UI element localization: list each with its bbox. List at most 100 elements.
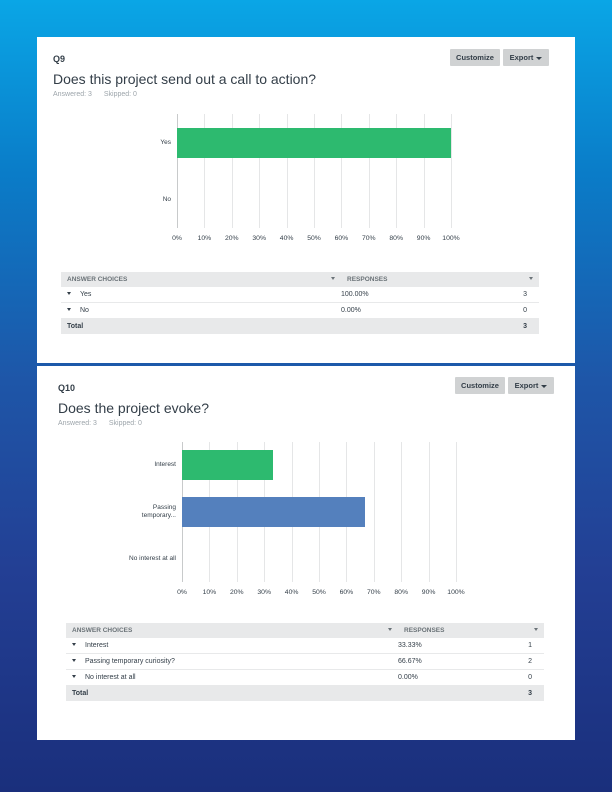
sort-caret-icon bbox=[534, 628, 538, 631]
answered-count: Answered: 3 bbox=[53, 91, 92, 98]
choice-cell[interactable]: No bbox=[61, 303, 341, 319]
sort-caret-icon bbox=[529, 277, 533, 280]
count-cell: 0 bbox=[466, 303, 539, 319]
gridline bbox=[259, 114, 261, 228]
percent-cell: 0.00% bbox=[398, 670, 486, 686]
gridline bbox=[401, 442, 403, 582]
x-tick-label: 0% bbox=[177, 589, 187, 596]
choice-cell[interactable]: Yes bbox=[61, 287, 341, 303]
category-label: Interest bbox=[154, 461, 176, 469]
table-row: Passing temporary curiosity? 66.67% 2 bbox=[66, 654, 544, 670]
gridline bbox=[314, 114, 315, 228]
table-row: Interest 33.33% 1 bbox=[66, 638, 544, 654]
percent-cell: 66.67% bbox=[398, 654, 486, 670]
responses-header[interactable]: RESPONSES bbox=[398, 623, 544, 638]
percent-cell: 0.00% bbox=[341, 303, 467, 319]
question-number: Q9 bbox=[53, 54, 66, 64]
x-tick-label: 80% bbox=[389, 235, 403, 242]
x-tick-label: 20% bbox=[229, 589, 244, 596]
x-tick-label: 0% bbox=[172, 235, 182, 242]
answer-choices-header[interactable]: ANSWER CHOICES bbox=[66, 623, 398, 638]
gridline bbox=[396, 114, 398, 228]
gridline bbox=[204, 114, 206, 228]
answered-count: Answered: 3 bbox=[58, 420, 97, 427]
category-label: No bbox=[162, 195, 171, 203]
gridline bbox=[368, 114, 370, 228]
choice-cell[interactable]: No interest at all bbox=[66, 670, 398, 686]
choice-cell[interactable]: Interest bbox=[66, 638, 398, 654]
percent-cell: 33.33% bbox=[398, 638, 486, 654]
x-tick-label: 10% bbox=[202, 589, 217, 596]
question-title: Does this project send out a call to act… bbox=[53, 71, 317, 87]
total-label: Total bbox=[61, 319, 341, 334]
percent-cell: 100.00% bbox=[341, 287, 467, 303]
count-cell: 0 bbox=[485, 670, 544, 686]
bar[interactable] bbox=[177, 127, 451, 158]
count-cell: 1 bbox=[485, 638, 544, 654]
x-tick-label: 100% bbox=[442, 235, 460, 242]
export-button[interactable]: Export bbox=[508, 377, 554, 394]
gridline bbox=[373, 442, 375, 582]
x-tick-label: 50% bbox=[307, 235, 321, 242]
sort-caret-icon bbox=[388, 628, 392, 631]
x-tick-label: 10% bbox=[197, 235, 212, 242]
gridline bbox=[451, 114, 452, 228]
bar[interactable] bbox=[182, 497, 365, 527]
gridline bbox=[456, 442, 457, 582]
category-label: Passing temporary... bbox=[141, 504, 176, 519]
bar[interactable] bbox=[182, 450, 274, 481]
table-row: No interest at all 0.00% 0 bbox=[66, 670, 544, 686]
choice-cell[interactable]: Passing temporary curiosity? bbox=[66, 654, 398, 670]
count-cell: 3 bbox=[466, 287, 539, 303]
expand-caret-icon[interactable] bbox=[67, 308, 71, 312]
x-tick-label: 30% bbox=[252, 235, 266, 242]
skipped-count: Skipped: 0 bbox=[108, 420, 142, 427]
gridline bbox=[341, 114, 343, 228]
total-row: Total 3 bbox=[61, 319, 539, 334]
export-label: Export bbox=[509, 53, 534, 62]
response-meta: Answered: 3 Skipped: 0 bbox=[58, 420, 142, 427]
y-axis-line bbox=[177, 114, 178, 228]
expand-caret-icon[interactable] bbox=[72, 659, 76, 663]
x-tick-label: 60% bbox=[334, 235, 349, 242]
answer-choices-header[interactable]: ANSWER CHOICES bbox=[61, 272, 341, 287]
response-meta: Answered: 3 Skipped: 0 bbox=[53, 91, 137, 98]
question-card-q9: Q9 Does this project send out a call to … bbox=[37, 37, 575, 363]
category-label: No interest at all bbox=[129, 554, 176, 562]
table-row: No 0.00% 0 bbox=[61, 303, 539, 319]
table-row: Yes 100.00% 3 bbox=[61, 287, 539, 303]
expand-caret-icon[interactable] bbox=[67, 292, 71, 296]
responses-header[interactable]: RESPONSES bbox=[341, 272, 539, 287]
sort-caret-icon bbox=[331, 277, 335, 280]
answer-table: ANSWER CHOICES RESPONSES Interest 33.33%… bbox=[66, 623, 544, 701]
skipped-count: Skipped: 0 bbox=[103, 91, 137, 98]
x-tick-label: 50% bbox=[312, 589, 326, 596]
gridline bbox=[428, 442, 430, 582]
x-tick-label: 90% bbox=[416, 235, 431, 242]
total-label: Total bbox=[66, 686, 398, 701]
export-button[interactable]: Export bbox=[503, 49, 549, 66]
x-tick-label: 90% bbox=[421, 589, 436, 596]
question-card-q10: Q10 Does the project evoke? Answered: 3 … bbox=[37, 366, 575, 740]
caret-down-icon bbox=[541, 384, 548, 388]
bar-chart: 0% 10% 20% 30% 40% 50% 60% 70% 80% 90% 100% Yes No bbox=[160, 114, 460, 242]
question-number: Q10 bbox=[58, 383, 76, 393]
x-tick-label: 60% bbox=[339, 589, 354, 596]
caret-down-icon bbox=[536, 56, 543, 60]
x-tick-label: 70% bbox=[366, 589, 381, 596]
export-label: Export bbox=[514, 381, 539, 390]
total-count: 3 bbox=[485, 686, 544, 701]
x-tick-label: 80% bbox=[394, 589, 408, 596]
expand-caret-icon[interactable] bbox=[72, 675, 76, 679]
gridline bbox=[231, 114, 233, 228]
expand-caret-icon[interactable] bbox=[72, 643, 76, 647]
gridline bbox=[286, 114, 288, 228]
customize-button[interactable]: Customize bbox=[455, 377, 505, 394]
total-count: 3 bbox=[466, 319, 539, 334]
x-tick-label: 40% bbox=[279, 235, 294, 242]
count-cell: 2 bbox=[485, 654, 544, 670]
customize-label: Customize bbox=[456, 53, 494, 62]
customize-button[interactable]: Customize bbox=[450, 49, 500, 66]
bar-chart: 0% 10% 20% 30% 40% 50% 60% 70% 80% 90% 100% Interes… bbox=[129, 442, 465, 596]
answer-table: ANSWER CHOICES RESPONSES Yes 100.00% 3 N… bbox=[61, 272, 539, 334]
